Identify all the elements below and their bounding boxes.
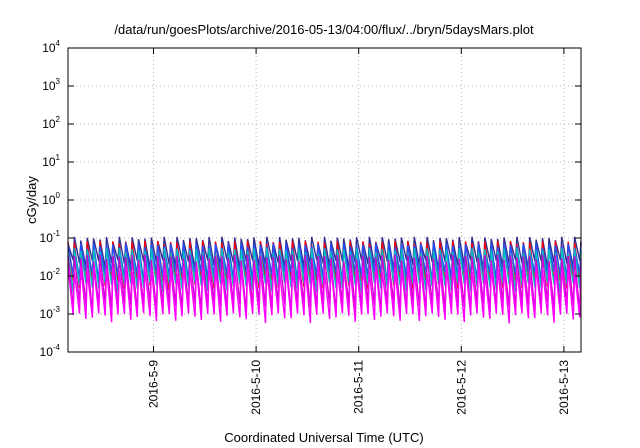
tick-marks [68,47,581,353]
y-axis-label: cGy/day [24,176,39,224]
grid-lines [68,48,581,352]
y-tick-label: 100 [42,191,60,207]
x-tick-labels: 2016-5-9 2016-5-10 2016-5-11 2016-5-12 2016-… [147,360,571,415]
x-axis-label: Coordinated Universal Time (UTC) [224,430,423,445]
x-tick-label: 2016-5-13 [557,360,571,415]
y-tick-label: 10-4 [40,343,61,359]
series-line [67,266,582,324]
x-tick-label: 2016-5-12 [454,360,468,415]
y-tick-label: 101 [42,153,60,169]
y-tick-label: 10-2 [40,267,61,283]
y-tick-labels: 10-4 10-3 10-2 10-1 100 101 102 103 104 [40,39,61,359]
series-group [67,236,582,324]
x-tick-label: 2016-5-11 [352,360,366,414]
y-tick-label: 103 [42,77,60,93]
y-tick-label: 102 [42,115,60,131]
x-tick-label: 2016-5-9 [147,360,161,408]
y-tick-label: 104 [42,39,60,55]
y-tick-label: 10-3 [40,305,61,321]
x-tick-label: 2016-5-10 [249,360,263,415]
y-tick-label: 10-1 [40,229,61,245]
chart-title: /data/run/goesPlots/archive/2016-05-13/0… [114,22,534,37]
